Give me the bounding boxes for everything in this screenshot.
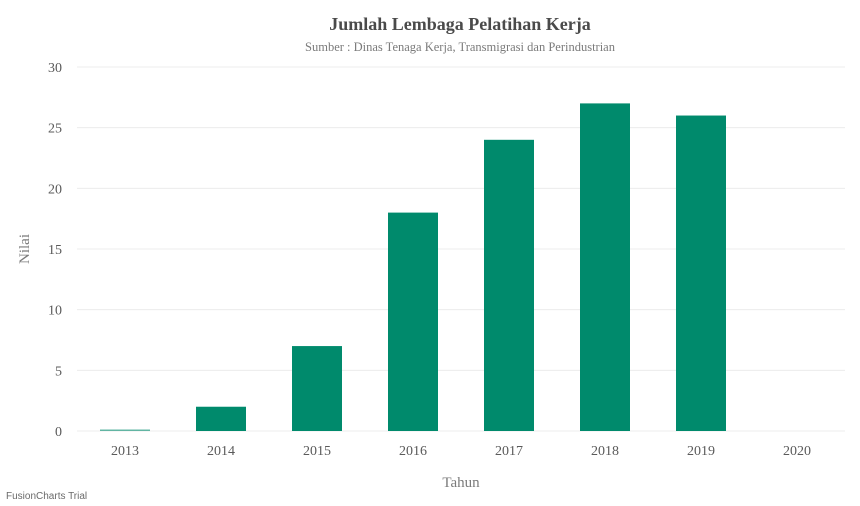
bar-2017[interactable] bbox=[484, 139, 534, 432]
bar-2018[interactable] bbox=[580, 103, 630, 432]
watermark: FusionCharts Trial bbox=[6, 491, 87, 502]
bars bbox=[100, 103, 726, 432]
x-axis-title: Tahun bbox=[442, 475, 480, 491]
x-tick-label: 2016 bbox=[399, 444, 427, 459]
x-axis-ticks: 2013 2014 2015 2016 2017 2018 2019 2020 bbox=[111, 444, 811, 459]
bar-2015[interactable] bbox=[292, 346, 342, 431]
y-tick-label: 0 bbox=[55, 425, 62, 440]
y-axis-title: Nilai bbox=[17, 234, 33, 264]
x-tick-label: 2017 bbox=[495, 444, 523, 459]
x-tick-label: 2019 bbox=[687, 444, 715, 459]
bar-2016[interactable] bbox=[388, 212, 438, 431]
y-tick-label: 5 bbox=[55, 364, 62, 379]
y-tick-label: 30 bbox=[48, 61, 62, 76]
y-tick-label: 20 bbox=[48, 182, 62, 197]
bar-2013[interactable] bbox=[100, 429, 150, 432]
bar-2014[interactable] bbox=[196, 406, 246, 431]
y-tick-label: 15 bbox=[48, 243, 62, 258]
x-tick-label: 2015 bbox=[303, 444, 331, 459]
chart-title: Jumlah Lembaga Pelatihan Kerja bbox=[329, 14, 591, 34]
y-tick-label: 25 bbox=[48, 122, 62, 137]
y-tick-label: 10 bbox=[48, 304, 62, 319]
x-tick-label: 2020 bbox=[783, 444, 811, 459]
bar-2019[interactable] bbox=[676, 115, 726, 432]
x-tick-label: 2013 bbox=[111, 444, 139, 459]
grid-lines bbox=[77, 66, 845, 432]
x-tick-label: 2014 bbox=[207, 444, 235, 459]
y-axis-ticks: 0 5 10 15 20 25 30 bbox=[48, 61, 62, 440]
chart-subtitle: Sumber : Dinas Tenaga Kerja, Transmigras… bbox=[305, 40, 616, 54]
x-tick-label: 2018 bbox=[591, 444, 619, 459]
